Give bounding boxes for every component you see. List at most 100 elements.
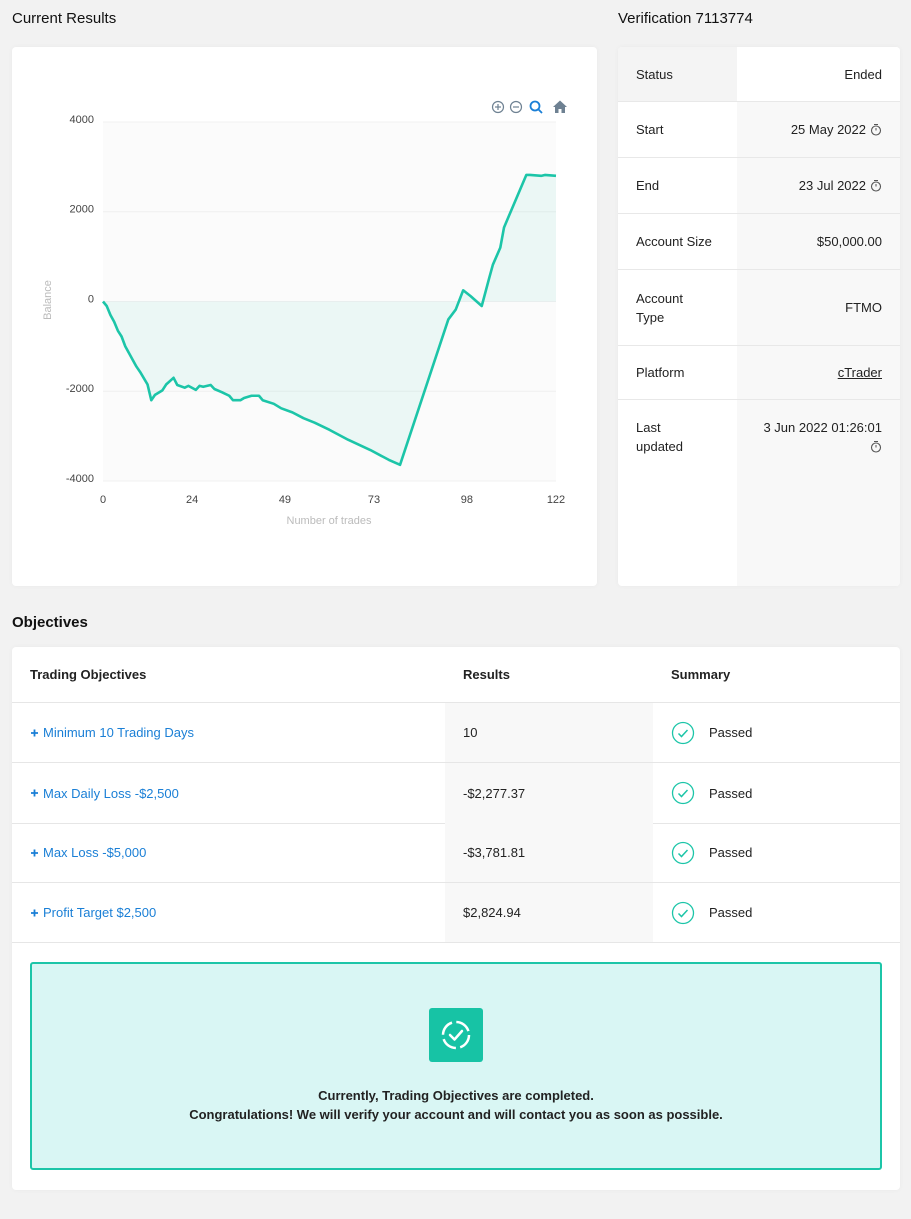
detail-label: End: [636, 178, 660, 193]
detail-row: Status Ended: [618, 47, 900, 102]
detail-row: Account Type FTMO: [618, 270, 900, 346]
check-icon: [671, 841, 695, 864]
objective-name: Max Daily Loss -$2,500: [43, 785, 179, 801]
column-header: Summary: [671, 667, 731, 682]
y-tick-label: 2000: [70, 204, 94, 216]
check-circle: [671, 721, 695, 744]
zoom-in-button[interactable]: [491, 100, 505, 114]
reset-zoom-button[interactable]: [553, 100, 567, 114]
y-axis-label: Balance: [42, 280, 54, 320]
area-fill: [103, 174, 556, 465]
objective-row: Minimum 10 Trading Days 10 Passed: [12, 703, 900, 763]
summary-cell: Passed: [671, 823, 752, 882]
plus-icon: [31, 789, 38, 797]
objective-name: Max Loss -$5,000: [43, 845, 147, 860]
objective-link[interactable]: Max Daily Loss -$2,500: [30, 786, 179, 801]
column-header: Trading Objectives: [30, 667, 147, 682]
objectives-card: Trading Objectives Results Summary Minim…: [12, 647, 900, 1190]
detail-value: $50,000.00: [737, 214, 900, 269]
check-icon: [671, 901, 695, 924]
objective-row: Max Loss -$5,000 -$3,781.81 Passed: [12, 823, 900, 883]
objective-link[interactable]: Max Loss -$5,000: [30, 845, 146, 860]
x-tick-label: 98: [461, 494, 473, 506]
details-card: Status Ended Start 25 May 2022 End 23 Ju…: [618, 47, 900, 586]
objective-cell: Minimum 10 Trading Days: [30, 703, 194, 762]
success-icon: [429, 1008, 483, 1062]
section-title: Current Results: [12, 10, 117, 27]
check-mark: [677, 908, 689, 918]
plus-shape: [31, 849, 38, 856]
objective-row: Profit Target $2,500 $2,824.94 Passed: [12, 883, 900, 943]
section-title: Objectives: [12, 614, 88, 631]
objective-cell: Profit Target $2,500: [30, 883, 156, 942]
objective-name: Minimum 10 Trading Days: [43, 725, 194, 740]
y-tick-label: 4000: [70, 114, 94, 126]
summary-text: Passed: [709, 845, 753, 860]
date: 23 Jul 2022: [798, 178, 866, 193]
plus-shape: [31, 789, 38, 797]
detail-label: Account Type: [618, 270, 737, 345]
objective-link[interactable]: Minimum 10 Trading Days: [30, 725, 194, 740]
detail-value: 3 Jun 2022 01:26:01: [737, 400, 900, 586]
detail-row: Platform cTrader: [618, 346, 900, 400]
detail-value: cTrader: [737, 346, 900, 399]
chart: Balance Number of trades -4000 -2000 0 2000…: [42, 100, 567, 527]
check-circle: [671, 901, 695, 924]
detail-row: Last updated 3 Jun 2022 01:26:01: [618, 400, 900, 586]
summary-text: Passed: [709, 725, 753, 740]
x-tick-label: 122: [547, 494, 565, 506]
check-circle: [671, 781, 695, 805]
detail-row: Account Size $50,000.00: [618, 214, 900, 270]
column-header: Results: [445, 647, 653, 702]
timestamp: 3 Jun 2022 01:26:01: [763, 420, 882, 435]
objective-row: Max Daily Loss -$2,500 -$2,277.37 Passed: [12, 763, 900, 824]
label-text: Account Type: [636, 290, 683, 325]
result-cell: $2,824.94: [445, 883, 653, 942]
x-tick-label: 73: [368, 494, 380, 506]
summary-cell: Passed: [671, 703, 752, 762]
x-axis-label: Number of trades: [287, 515, 372, 527]
check-mark: [677, 728, 689, 738]
date: 25 May 2022: [790, 122, 866, 137]
summary-cell: Passed: [671, 763, 752, 823]
x-tick-label: 24: [186, 494, 198, 506]
summary-text: Passed: [709, 785, 753, 801]
check-mark: [677, 848, 689, 858]
selection-zoom-button[interactable]: [529, 100, 543, 114]
objective-name: Profit Target $2,500: [43, 905, 157, 920]
toolbar: [491, 100, 567, 114]
result-cell: -$2,277.37: [445, 763, 653, 823]
detail-value: 25 May 2022: [737, 102, 900, 157]
detail-value: 23 Jul 2022: [737, 158, 900, 213]
detail-value: FTMO: [737, 270, 900, 345]
plus-icon: [31, 729, 38, 736]
zoom-out-button[interactable]: [509, 100, 523, 114]
label-text: Last updated: [636, 420, 683, 454]
objective-cell: Max Loss -$5,000: [30, 823, 146, 882]
objective-cell: Max Daily Loss -$2,500: [30, 763, 179, 823]
notice-line: Congratulations! We will verify your acc…: [189, 1107, 723, 1122]
table-header: Trading Objectives Results Summary: [12, 647, 900, 703]
chart-card: Balance Number of trades -4000 -2000 0 2000…: [12, 47, 597, 586]
detail-row: Start 25 May 2022: [618, 102, 900, 158]
platform-link[interactable]: cTrader: [837, 365, 882, 380]
check-circle: [671, 841, 695, 864]
result-cell: 10: [445, 703, 653, 762]
detail-label: Account Size: [636, 234, 712, 249]
y-tick-label: -2000: [66, 383, 94, 395]
detail-label: Status: [618, 47, 737, 101]
notice-line: Currently, Trading Objectives are comple…: [318, 1088, 594, 1103]
x-tick-label: 0: [100, 494, 106, 506]
plus-icon: [31, 909, 38, 916]
plus-icon: [31, 849, 38, 856]
objective-link[interactable]: Profit Target $2,500: [30, 905, 156, 920]
clock-icon: [870, 441, 882, 453]
y-tick-label: 0: [88, 293, 94, 305]
x-tick-label: 49: [279, 494, 291, 506]
clock-icon: [870, 124, 882, 136]
result-cell: -$3,781.81: [445, 823, 653, 882]
completion-notice: Currently, Trading Objectives are comple…: [30, 962, 882, 1170]
section-title: Verification 7113774: [618, 10, 753, 27]
y-tick-label: -4000: [66, 473, 94, 485]
